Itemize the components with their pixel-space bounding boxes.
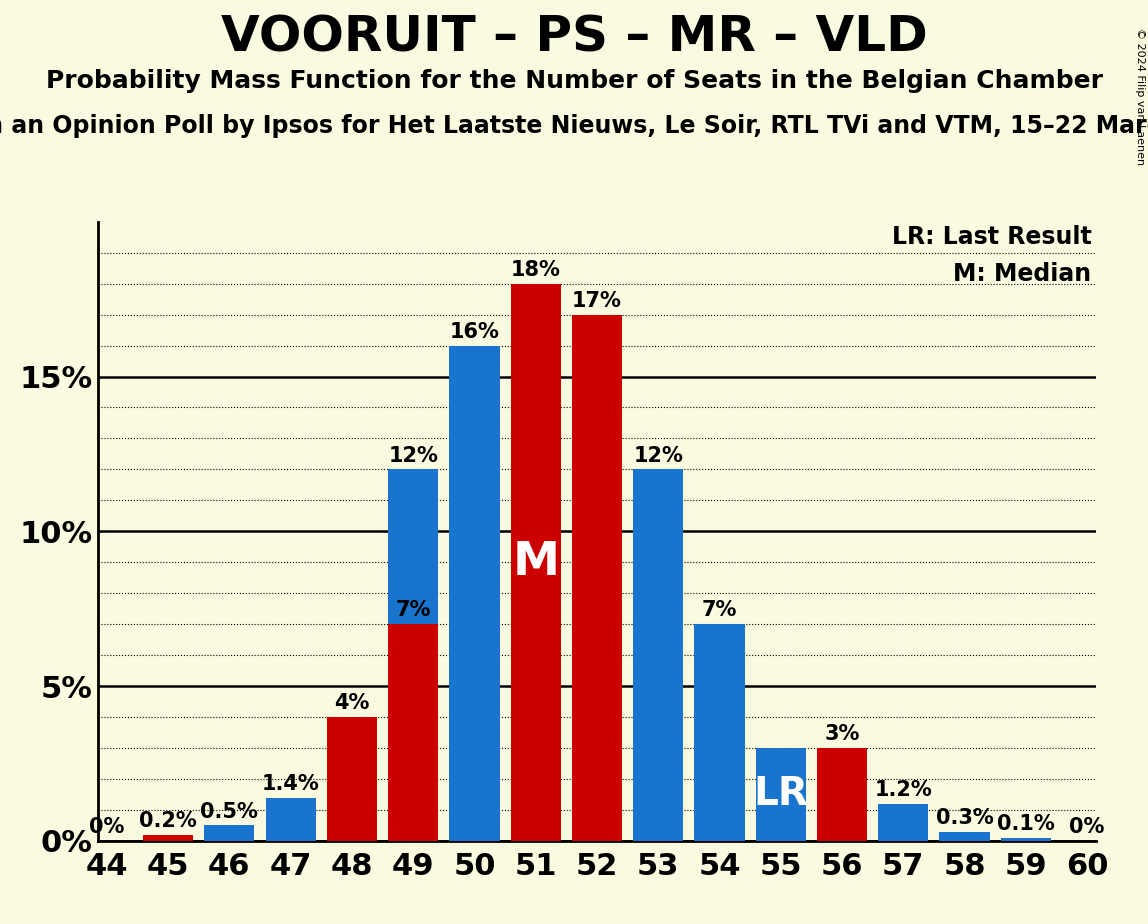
- Bar: [327, 717, 377, 841]
- Bar: [265, 797, 316, 841]
- Text: 1.4%: 1.4%: [262, 773, 319, 794]
- Bar: [1001, 838, 1050, 841]
- Bar: [633, 469, 683, 841]
- Text: 7%: 7%: [701, 601, 737, 620]
- Text: 0.2%: 0.2%: [139, 811, 197, 831]
- Text: M: M: [512, 540, 559, 585]
- Text: 12%: 12%: [388, 445, 439, 466]
- Text: 0%: 0%: [1070, 817, 1104, 837]
- Text: 16%: 16%: [450, 322, 499, 342]
- Text: on an Opinion Poll by Ipsos for Het Laatste Nieuws, Le Soir, RTL TVi and VTM, 15: on an Opinion Poll by Ipsos for Het Laat…: [0, 114, 1148, 138]
- Bar: [388, 625, 439, 841]
- Text: 17%: 17%: [572, 291, 622, 310]
- Text: M: Median: M: Median: [953, 262, 1092, 286]
- Text: VOORUIT – PS – MR – VLD: VOORUIT – PS – MR – VLD: [220, 14, 928, 62]
- Text: LR: LR: [753, 775, 808, 813]
- Text: 0%: 0%: [90, 817, 124, 837]
- Text: Probability Mass Function for the Number of Seats in the Belgian Chamber: Probability Mass Function for the Number…: [46, 69, 1102, 93]
- Bar: [817, 748, 867, 841]
- Text: 3%: 3%: [824, 724, 860, 744]
- Bar: [695, 625, 745, 841]
- Bar: [511, 284, 561, 841]
- Bar: [204, 825, 255, 841]
- Bar: [144, 834, 193, 841]
- Bar: [388, 469, 439, 841]
- Bar: [939, 832, 990, 841]
- Text: 0.1%: 0.1%: [996, 814, 1055, 834]
- Text: 0.5%: 0.5%: [201, 802, 258, 821]
- Text: 4%: 4%: [334, 693, 370, 713]
- Bar: [878, 804, 929, 841]
- Text: © 2024 Filip van Laenen: © 2024 Filip van Laenen: [1135, 28, 1145, 164]
- Text: 18%: 18%: [511, 260, 560, 280]
- Bar: [755, 748, 806, 841]
- Bar: [449, 346, 499, 841]
- Text: 7%: 7%: [395, 601, 430, 620]
- Text: 0.3%: 0.3%: [936, 808, 993, 828]
- Bar: [572, 314, 622, 841]
- Text: 1.2%: 1.2%: [875, 780, 932, 800]
- Text: 12%: 12%: [634, 445, 683, 466]
- Text: LR: Last Result: LR: Last Result: [892, 225, 1092, 249]
